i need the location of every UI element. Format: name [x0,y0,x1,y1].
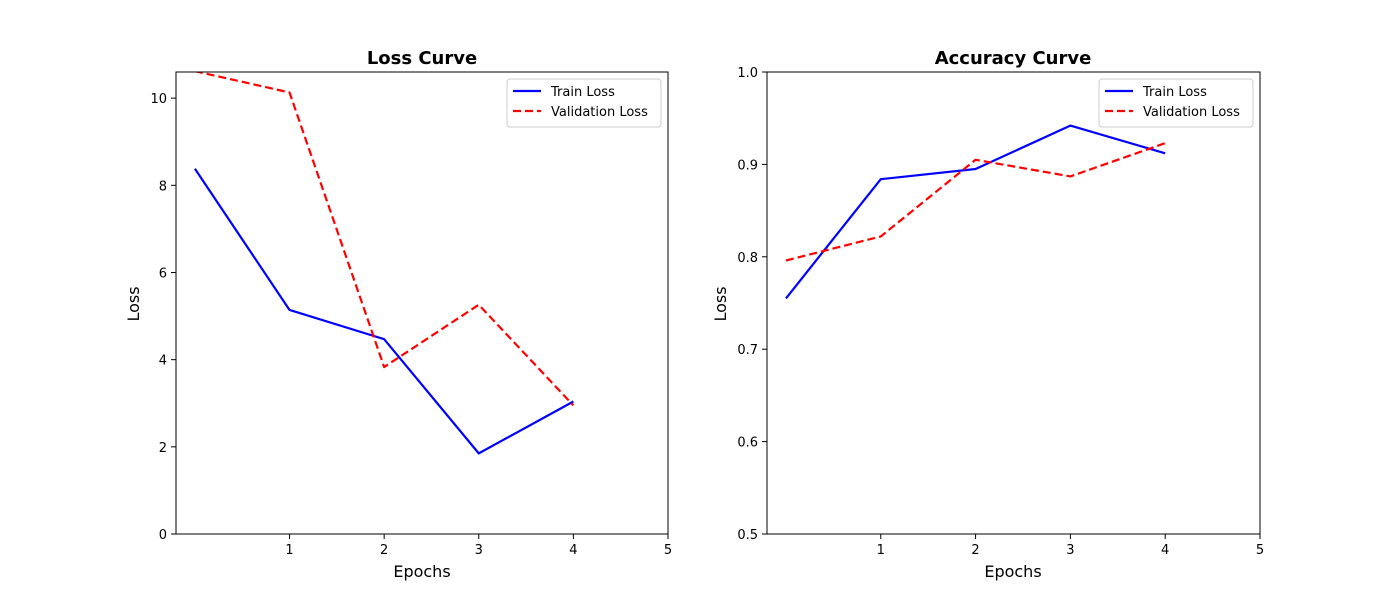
y-tick-label: 0.9 [737,158,758,173]
legend-label-train-loss: Train Loss [550,85,615,100]
y-tick-label: 1.0 [737,66,758,81]
accuracy-curve-chart: Accuracy Curve Epochs Loss 1 2 3 4 5 0.5 0.6 0.… [711,48,1264,581]
plot-lines [194,72,575,455]
y-axis-label: Loss [124,286,143,321]
x-tick-label: 4 [569,543,577,558]
x-axis-label: Epochs [984,562,1041,581]
legend-label-validation-loss: Validation Loss [551,105,648,120]
y-tick-label: 2 [159,441,167,456]
plot-area-frame [175,71,669,535]
axis-ticks: 1 2 3 4 5 0.5 0.6 0.7 0.8 0.9 1.0 [737,66,1264,558]
x-tick-label: 4 [1161,543,1169,558]
x-tick-label: 3 [475,543,483,558]
x-tick-label: 3 [1066,543,1074,558]
x-tick-label: 2 [971,543,979,558]
x-tick-label: 2 [380,543,388,558]
plot-area-frame [766,71,1261,535]
y-tick-label: 4 [159,354,167,369]
x-tick-label: 5 [664,543,672,558]
legend: Train Loss Validation Loss [1098,78,1254,128]
y-tick-label: 6 [159,266,167,281]
series-line-train-loss [194,168,574,455]
y-tick-label: 0.7 [737,343,758,358]
y-axis-label: Loss [711,286,730,321]
x-axis-label: Epochs [393,562,450,581]
plot-lines [785,124,1166,300]
y-tick-label: 10 [150,92,167,107]
series-line-validation-loss [194,72,575,407]
series-line-train-loss [785,124,1166,300]
x-tick-label: 1 [285,543,293,558]
axis-ticks: 1 2 3 4 5 0 2 4 6 8 10 [150,92,672,558]
legend-label-train-loss: Train Loss [1142,85,1207,100]
chart-title: Accuracy Curve [935,48,1092,69]
x-tick-label: 1 [877,543,885,558]
legend-box [1098,78,1254,128]
y-tick-label: 0.6 [737,436,758,451]
chart-title: Loss Curve [367,48,477,69]
series-line-validation-loss [785,142,1166,262]
x-tick-label: 5 [1256,543,1264,558]
loss-curve-chart: Loss Curve Epochs Loss 1 2 3 4 5 0 2 4 6 8 10 Trai… [124,48,672,581]
legend-label-validation-loss: Validation Loss [1143,105,1240,120]
y-tick-label: 0 [159,528,167,543]
legend: Train Loss Validation Loss [506,78,662,128]
legend-box [506,78,662,128]
y-tick-label: 8 [159,179,167,194]
y-tick-label: 0.5 [737,528,758,543]
y-tick-label: 0.8 [737,251,758,266]
